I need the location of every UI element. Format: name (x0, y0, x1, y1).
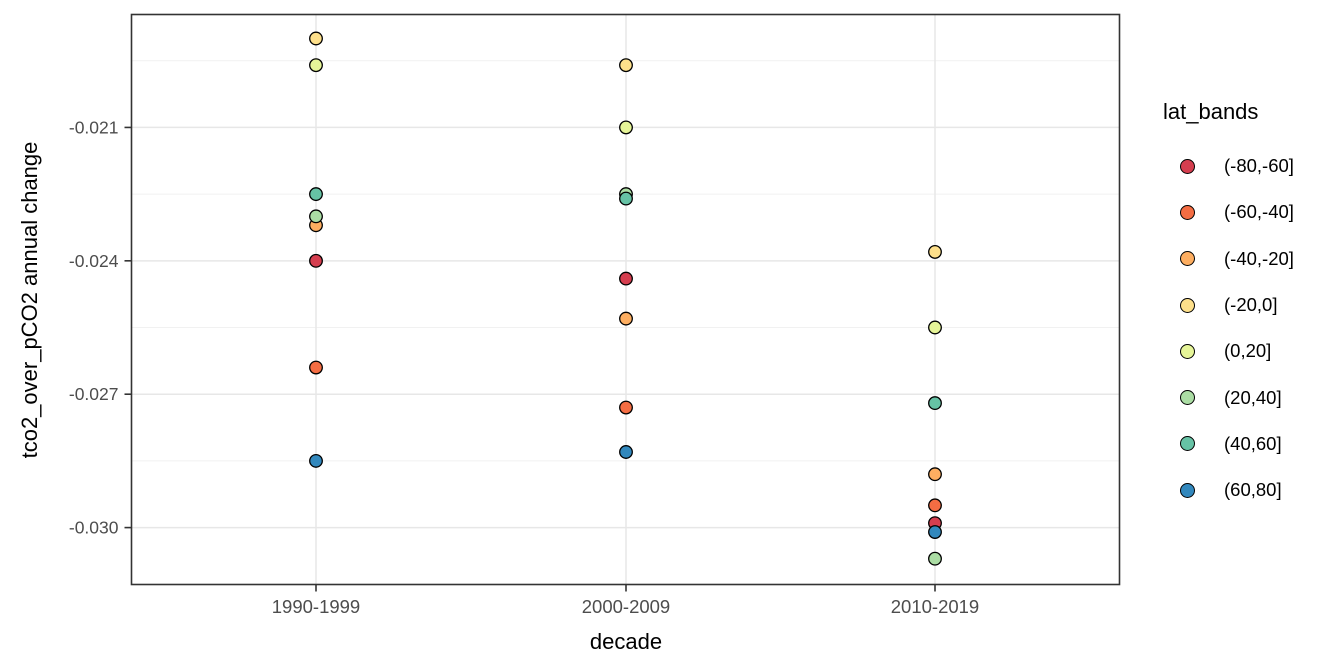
y-tick-label: -0.030 (69, 518, 119, 538)
legend-item: (40,60] (1180, 421, 1343, 467)
legend-item: (-20,0] (1180, 282, 1343, 328)
y-tick-label: -0.027 (69, 384, 119, 404)
legend-key-circle (1180, 482, 1195, 498)
data-point (619, 400, 633, 415)
legend-key-circle (1180, 297, 1195, 313)
data-point (928, 396, 942, 411)
data-point (309, 209, 323, 224)
legend-item: (-60,-40] (1180, 189, 1343, 235)
legend-item-label: (-60,-40] (1224, 201, 1294, 223)
legend-item-label: (-80,-60] (1224, 155, 1294, 177)
legend-key-circle (1180, 343, 1195, 359)
data-point (619, 271, 633, 286)
legend-item-label: (-20,0] (1224, 294, 1278, 316)
data-point (309, 187, 323, 202)
data-point (619, 191, 633, 206)
y-axis-title: tco2_over_pCO2 annual change (17, 141, 42, 459)
data-point (928, 467, 942, 482)
legend-item-label: (60,80] (1224, 479, 1282, 501)
data-point (619, 445, 633, 459)
data-point (309, 453, 323, 468)
y-tick-label: -0.024 (69, 251, 119, 271)
legend-item-label: (20,40] (1224, 386, 1282, 408)
legend-item: (-80,-60] (1180, 143, 1343, 189)
x-tick-label: 2010-2019 (891, 596, 979, 617)
data-point (619, 120, 633, 135)
legend-item: (0,20] (1180, 328, 1343, 374)
data-point (309, 360, 323, 375)
legend-key-circle (1180, 436, 1195, 452)
data-point (309, 31, 323, 46)
legend-item: (60,80] (1180, 467, 1343, 513)
data-point (928, 498, 942, 513)
legend-key-circle (1180, 251, 1195, 267)
legend-item-label: (-40,-20] (1224, 247, 1294, 269)
x-tick-label: 2000-2009 (582, 596, 670, 617)
data-point (928, 320, 942, 335)
x-tick-label: 1990-1999 (272, 596, 360, 617)
legend-item-label: (40,60] (1224, 432, 1282, 454)
data-point (309, 253, 323, 268)
data-point (928, 244, 942, 259)
data-point (309, 58, 323, 73)
data-point (619, 311, 633, 326)
legend-key-circle (1180, 204, 1195, 220)
data-point (619, 58, 633, 73)
data-point (928, 525, 942, 539)
legend-title: lat_bands (1163, 99, 1259, 124)
legend-items: (-80,-60] (-60,-40] (-40,-20] (-20,0] (0,20]… (1180, 143, 1343, 513)
legend-item: (-40,-20] (1180, 236, 1343, 282)
legend-key-circle (1180, 390, 1195, 406)
legend-key-circle (1180, 158, 1195, 174)
data-point (928, 551, 942, 566)
x-axis-title: decade (589, 629, 663, 654)
legend: lat_bands (-80,-60] (-60,-40] (-40,-20] (-2… (1163, 99, 1343, 513)
legend-item: (20,40] (1180, 374, 1343, 420)
legend-item-label: (0,20] (1224, 340, 1272, 362)
y-tick-label: -0.021 (69, 117, 119, 137)
